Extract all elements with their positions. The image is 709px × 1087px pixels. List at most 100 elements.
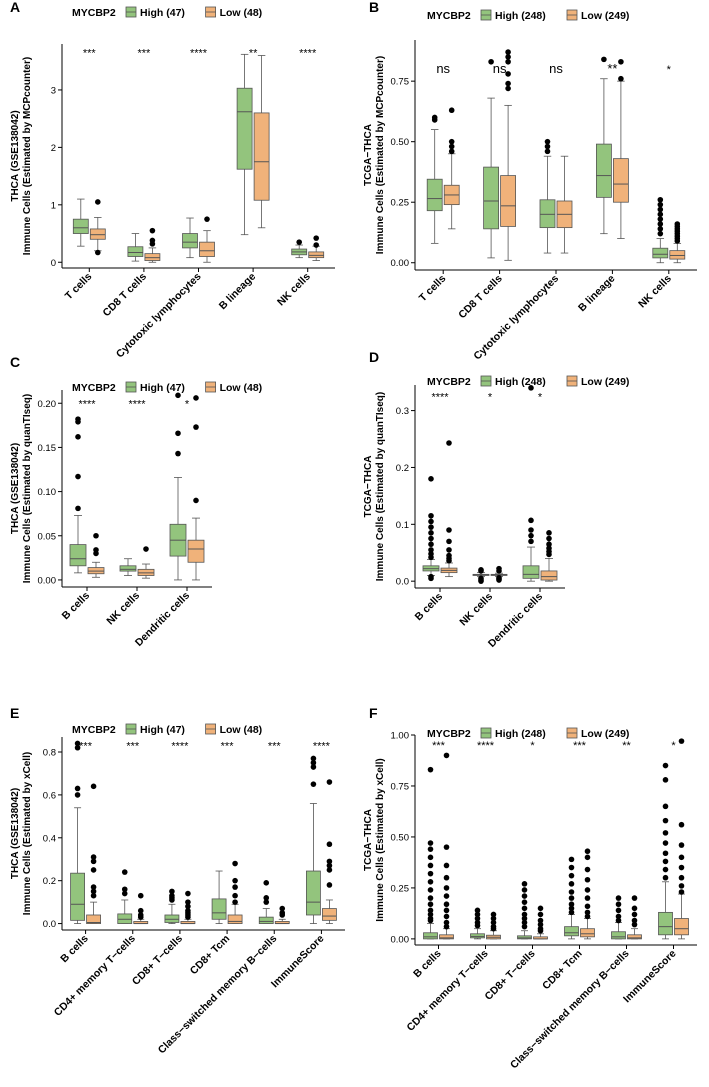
box-iqr: [611, 931, 626, 940]
outlier-point: [521, 923, 528, 930]
outlier-point: [296, 239, 303, 245]
legend-label-high: High (47): [140, 7, 185, 19]
outlier-point: [505, 49, 511, 55]
x-tick-label: NK cells: [104, 590, 142, 628]
box-iqr: [89, 228, 106, 240]
outlier-point: [568, 864, 575, 871]
outlier-point: [662, 817, 669, 824]
outlier-point: [657, 221, 664, 227]
outlier-point: [427, 901, 434, 908]
y-tick-label: 0.4: [43, 833, 56, 844]
outlier-point: [95, 249, 101, 256]
box-high: [164, 888, 180, 924]
panel-e: E MYCBP2 High (47) Low (48) 0.0 0.2 0.4 0.6 0.8 T…: [10, 705, 345, 1056]
outlier-point: [428, 512, 434, 519]
outlier-point: [232, 892, 238, 899]
outlier-point: [137, 907, 144, 914]
outlier-point: [496, 577, 502, 583]
outlier-point: [568, 881, 575, 887]
outlier-point: [431, 117, 438, 123]
box-iqr: [322, 908, 337, 921]
outlier-point: [601, 56, 607, 63]
outlier-point: [662, 874, 669, 881]
significance-label: ***: [79, 741, 93, 753]
outlier-point: [528, 517, 534, 524]
y-tick-label: 0.1: [396, 520, 409, 531]
box-iqr: [258, 916, 274, 924]
significance-label: ***: [126, 741, 140, 753]
box-high: [306, 755, 321, 924]
box-iqr: [182, 233, 198, 249]
x-tick-label: B lineage: [576, 273, 618, 315]
box-low: [253, 55, 270, 229]
outlier-point: [427, 766, 434, 773]
legend: MYCBP2 High (47) Low (48): [72, 6, 262, 19]
box-iqr: [580, 928, 595, 938]
outlier-point: [521, 899, 528, 905]
outlier-point: [232, 860, 238, 867]
y-axis-title-line2: Immune Cells (Estimated by MCPcounter): [22, 57, 33, 255]
box-low: [187, 395, 205, 581]
legend-label-low: Low (249): [581, 376, 629, 388]
y-tick-label: 0.05: [38, 531, 57, 542]
y-axis-title-line1: THCA (GSE138042): [10, 110, 21, 201]
outlier-point: [313, 242, 320, 248]
outlier-point: [584, 909, 591, 916]
box-low: [440, 440, 458, 578]
outlier-point: [90, 858, 97, 865]
box-iqr: [596, 143, 612, 198]
outlier-point: [428, 547, 434, 553]
outlier-point: [584, 854, 591, 861]
significance-label: ****: [299, 48, 317, 60]
y-tick-label: 0.75: [391, 781, 410, 792]
x-tick-label: CD8 T cells: [456, 273, 505, 322]
outlier-point: [279, 912, 286, 918]
outlier-point: [546, 551, 552, 558]
box-high: [169, 392, 187, 581]
outlier-point: [568, 901, 575, 908]
outlier-point: [678, 864, 685, 871]
outlier-point: [74, 792, 81, 798]
outlier-point: [443, 885, 450, 891]
outlier-point: [490, 919, 497, 926]
box-low: [556, 155, 573, 254]
significance-label: ns: [493, 61, 507, 76]
x-tick-label: B cells: [58, 933, 91, 966]
box-iqr: [483, 166, 500, 230]
significance-label: *: [530, 740, 535, 752]
box-iqr: [540, 570, 558, 581]
outlier-point: [427, 862, 434, 869]
outlier-point: [568, 856, 575, 863]
y-axis-title-line2: Immune Cells (Estimated by xCell): [22, 752, 33, 915]
legend-label-high: High (248): [495, 10, 546, 22]
box-iqr: [500, 175, 517, 227]
significance-label: ns: [549, 61, 563, 76]
y-axis-title-line2: Immune Cells (Estimated by MCPcounter): [375, 56, 386, 254]
outlier-point: [544, 148, 551, 155]
legend-title: MYCBP2: [72, 724, 116, 736]
panel-label: E: [10, 705, 19, 721]
outlier-point: [568, 872, 575, 879]
box-low: [486, 911, 501, 940]
box-low: [490, 565, 508, 583]
y-tick-label: 0.6: [43, 790, 56, 801]
box-low: [540, 530, 558, 582]
box-high: [658, 762, 673, 940]
outlier-point: [657, 201, 664, 208]
box-high: [517, 881, 532, 940]
outlier-point: [618, 75, 624, 82]
y-tick-label: 2: [51, 143, 56, 154]
outlier-point: [490, 925, 497, 932]
outlier-point: [193, 395, 199, 401]
significance-label: *: [488, 391, 493, 403]
significance-label: **: [622, 740, 631, 752]
outlier-point: [90, 867, 97, 873]
outlier-point: [478, 568, 484, 574]
box-iqr: [426, 178, 443, 212]
box-low: [180, 890, 196, 925]
outlier-point: [544, 143, 551, 150]
box-iqr: [470, 933, 485, 939]
box-iqr: [119, 565, 137, 572]
outlier-point: [631, 911, 638, 918]
outlier-point: [175, 430, 181, 437]
